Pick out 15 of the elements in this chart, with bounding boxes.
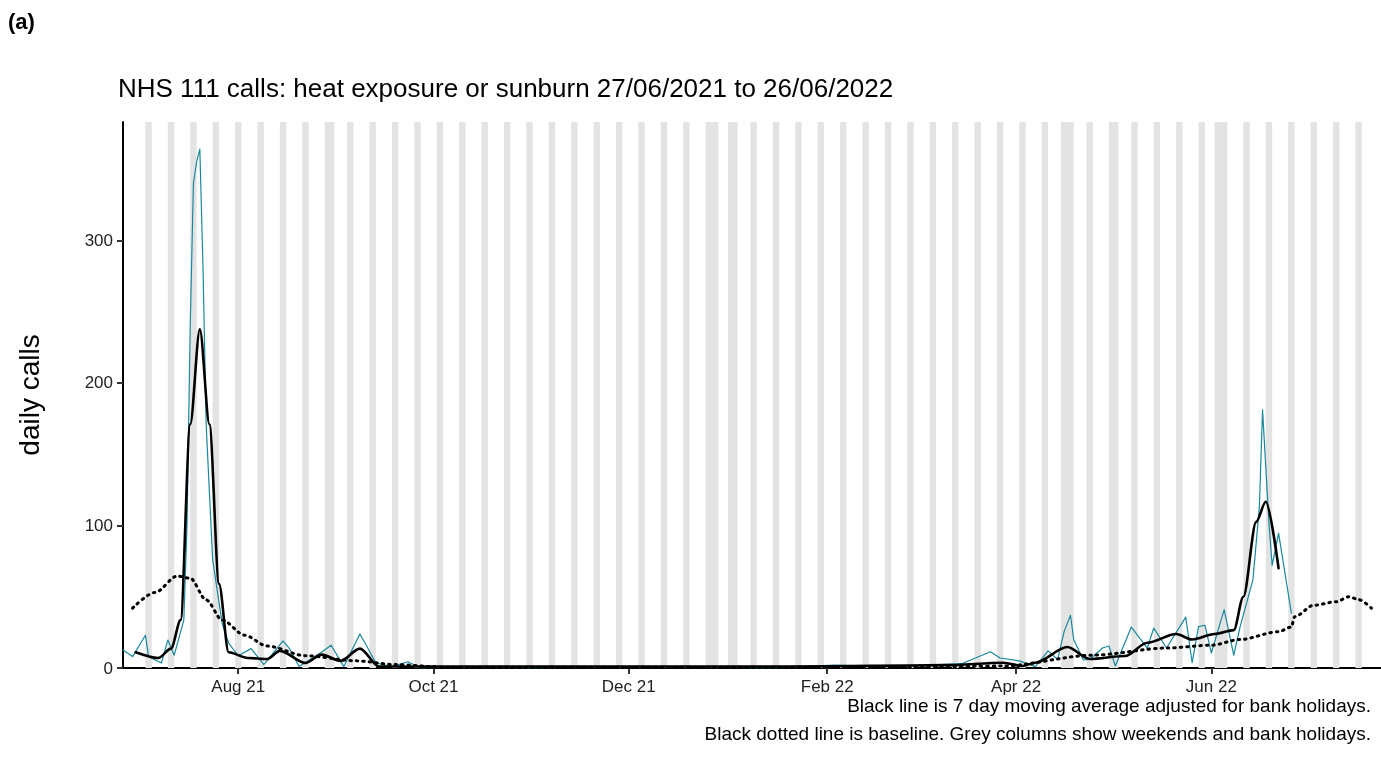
x-tick-label: Jun 22 xyxy=(1185,677,1237,696)
y-tick-label: 300 xyxy=(84,230,113,250)
x-tick-label: Apr 22 xyxy=(991,677,1042,696)
text: (a) xyxy=(8,8,35,34)
y-tick-label: 0 xyxy=(103,658,113,678)
text: Black dotted line is baseline. Grey columns show weekends and bank holidays. xyxy=(704,723,1371,744)
x-tick-label: Dec 21 xyxy=(601,677,656,696)
y-axis-title: daily calls xyxy=(13,334,45,456)
y-tick-label: 200 xyxy=(84,373,113,393)
chart-title: NHS 111 calls: heat exposure or sunburn 27/06/2021 to 26/06/2022 xyxy=(118,73,894,103)
x-tick-label: Oct 21 xyxy=(408,677,459,696)
text: Black line is 7 day moving average adjusted for bank holidays. xyxy=(847,695,1371,716)
y-tick-label: 100 xyxy=(84,515,113,535)
x-tick-label: Feb 22 xyxy=(800,677,854,696)
x-tick-label: Aug 21 xyxy=(211,677,266,696)
